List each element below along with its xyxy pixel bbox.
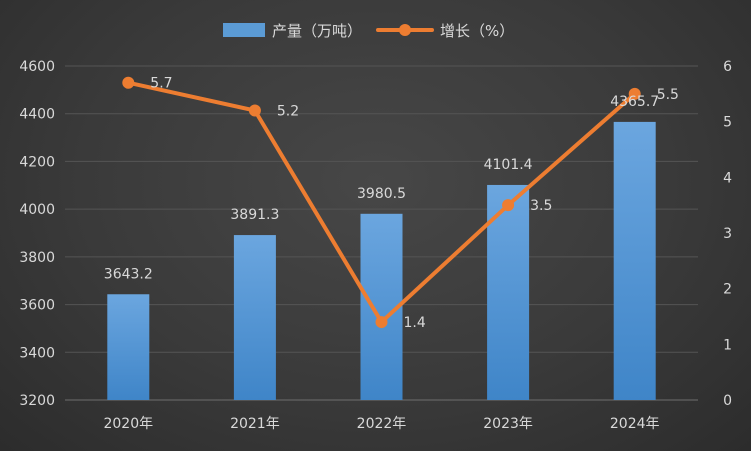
legend: 产量（万吨） 增长（%） [223, 22, 514, 40]
line-value-label: 1.4 [404, 315, 426, 331]
x-tick-label: 2023年 [483, 416, 533, 432]
legend-bar-swatch [223, 23, 265, 37]
y-left-tick-label: 3800 [19, 250, 55, 266]
line-point [122, 76, 135, 89]
y-left-tick-label: 4400 [19, 107, 55, 123]
x-tick-label: 2022年 [357, 416, 407, 432]
line-series [122, 76, 641, 329]
line-point [375, 316, 388, 329]
x-tick-label: 2021年 [230, 416, 280, 432]
bar-value-label: 3980.5 [357, 186, 406, 202]
bar-series [107, 121, 656, 401]
y-left-tick-label: 3200 [19, 393, 55, 409]
y-right-tick-label: 4 [723, 170, 732, 186]
x-tick-label: 2024年 [610, 416, 660, 432]
y-left-tick-label: 4000 [19, 202, 55, 218]
line-point [502, 199, 515, 212]
line-value-label: 5.7 [150, 76, 172, 92]
data-labels: 3643.2 3891.3 3980.5 4101.4 4365.7 5.7 5.2 1.4 3… [104, 76, 679, 331]
bar [233, 235, 276, 400]
bar-value-label: 4365.7 [610, 94, 659, 110]
line-value-label: 5.2 [277, 104, 299, 120]
y-left-tick-label: 3400 [19, 345, 55, 361]
line-value-label: 3.5 [530, 198, 552, 214]
line-point [248, 104, 261, 117]
y-left-tick-label: 3600 [19, 298, 55, 314]
line-point [628, 87, 641, 100]
y-right-tick-label: 3 [723, 226, 732, 242]
y-left-tick-label: 4600 [19, 59, 55, 75]
y-right-tick-label: 5 [723, 115, 732, 131]
bar [613, 121, 656, 401]
bar-value-label: 4101.4 [484, 157, 533, 173]
axes: 3200 3400 3600 3800 4000 4200 4400 4600 0 1 2 3 4 5 6 2… [19, 59, 732, 432]
y-right-tick-label: 6 [723, 59, 732, 75]
legend-line-label: 增长（%） [440, 22, 514, 40]
bar [107, 294, 150, 400]
legend-line-marker [399, 24, 411, 36]
y-right-tick-label: 0 [723, 393, 732, 409]
legend-bar-label: 产量（万吨） [272, 22, 362, 40]
x-tick-label: 2020年 [103, 416, 153, 432]
bar-value-label: 3891.3 [230, 207, 279, 223]
y-right-tick-label: 1 [723, 337, 732, 353]
bar-value-label: 3643.2 [104, 266, 153, 282]
y-right-tick-label: 2 [723, 282, 732, 298]
line-value-label: 5.5 [657, 87, 679, 103]
y-left-tick-label: 4200 [19, 154, 55, 170]
